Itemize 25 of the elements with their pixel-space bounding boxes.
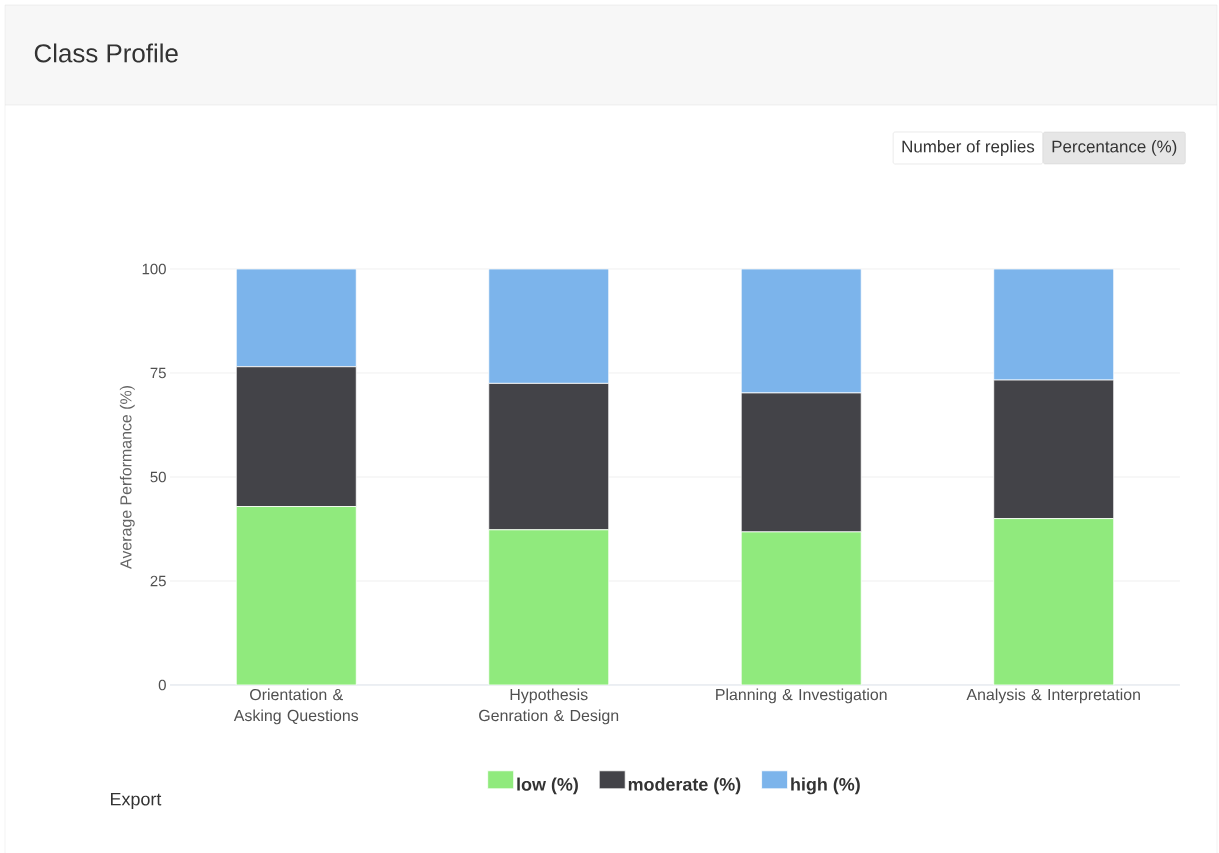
- bar: [235, 506, 357, 685]
- bar: [488, 268, 610, 384]
- text: Export: [111, 792, 162, 810]
- y-tick-label: 0: [158, 679, 166, 691]
- bar: [235, 268, 357, 368]
- bar: [993, 268, 1115, 381]
- bar: [740, 268, 862, 394]
- bar: [740, 531, 862, 685]
- y-tick-label: 100: [142, 263, 166, 275]
- text: Percentance (%): [1052, 140, 1177, 156]
- y-tick-label: 50: [150, 471, 166, 483]
- text: Number of replies: [902, 140, 1035, 156]
- y-tick-label: 25: [150, 575, 166, 587]
- y-axis-title: Average Performance (%): [119, 386, 135, 569]
- bar: [488, 529, 610, 685]
- bar: [993, 518, 1115, 685]
- x-tick-label: Orientation & Asking Questions: [233, 688, 359, 725]
- chart-title: Class Profile: [34, 43, 178, 63]
- x-tick-label: Hypothesis Genration & Design: [479, 688, 619, 725]
- legend-label: moderate (%): [628, 777, 741, 795]
- x-tick-label: Analysis & Interpretation: [966, 688, 1140, 704]
- y-tick-label: 75: [150, 367, 166, 379]
- legend-label: low (%): [517, 777, 578, 795]
- x-tick-label: Planning & Investigation: [716, 688, 887, 704]
- legend-label: high (%): [791, 777, 860, 795]
